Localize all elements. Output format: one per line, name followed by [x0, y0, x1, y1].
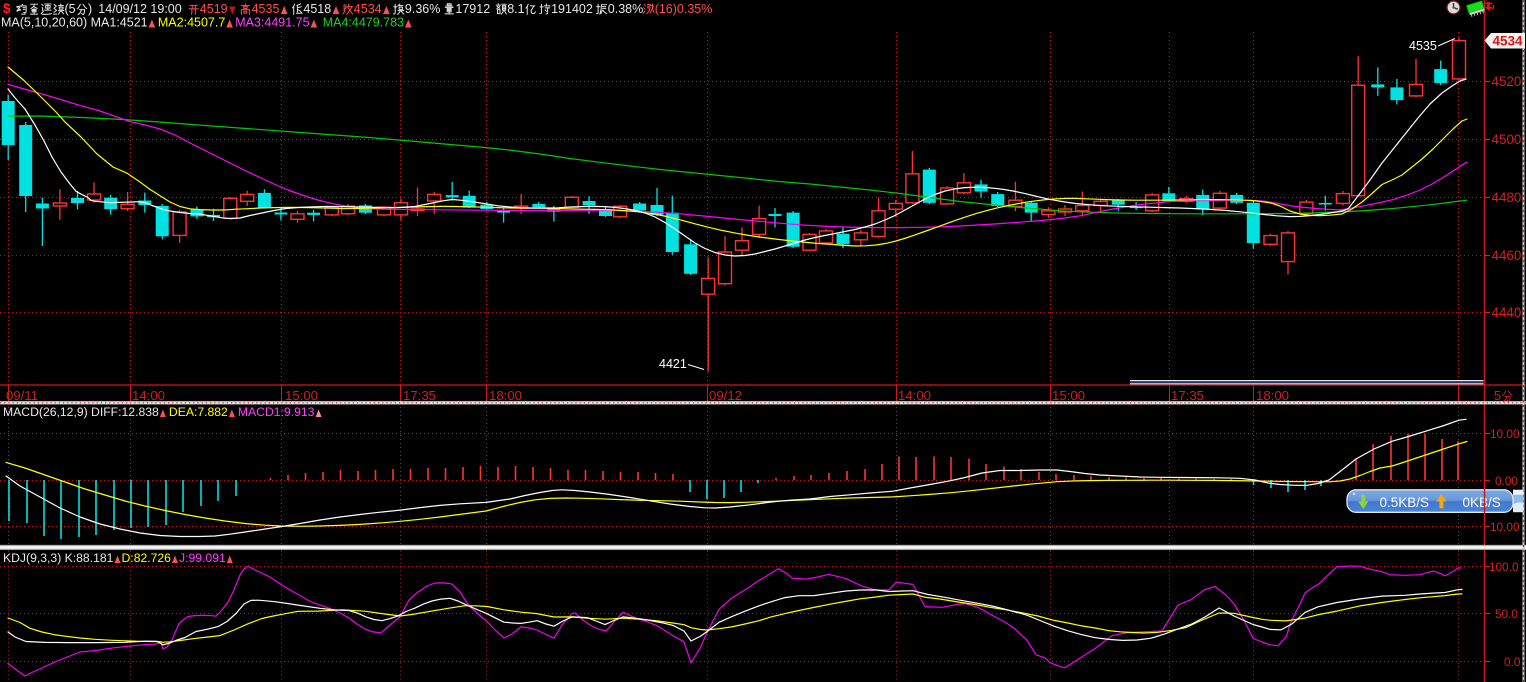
svg-text:0.00: 0.00 [1495, 474, 1518, 488]
svg-text:17:35: 17:35 [1171, 388, 1204, 403]
svg-text:MACD(26,12,9) DIFF:12.838: MACD(26,12,9) DIFF:12.838 [3, 405, 159, 419]
svg-text:14/09/12 19:00: 14/09/12 19:00 [98, 2, 181, 16]
svg-text:10.00: 10.00 [1490, 427, 1520, 441]
svg-text:100.0: 100.0 [1489, 560, 1519, 574]
svg-text:0KB/S: 0KB/S [1463, 495, 1501, 510]
svg-text:0.0: 0.0 [1504, 655, 1521, 669]
svg-text:4440: 4440 [1492, 305, 1522, 320]
svg-text:14:00: 14:00 [132, 388, 165, 403]
svg-text:191402: 191402 [551, 2, 593, 16]
svg-text:4500: 4500 [1492, 132, 1522, 147]
svg-text:09/12: 09/12 [709, 388, 742, 403]
svg-text:17912: 17912 [455, 2, 490, 16]
svg-text:14:00: 14:00 [898, 388, 931, 403]
svg-text:17:35: 17:35 [403, 388, 436, 403]
svg-text:J:99.091: J:99.091 [179, 551, 226, 565]
svg-text:18:00: 18:00 [489, 388, 522, 403]
svg-text:4460: 4460 [1492, 248, 1522, 263]
svg-text:5: 5 [1494, 389, 1501, 403]
svg-text:10.00: 10.00 [1490, 520, 1520, 534]
svg-text:15:00: 15:00 [1052, 388, 1085, 403]
svg-text:18:00: 18:00 [1256, 388, 1289, 403]
svg-text:0.38%: 0.38% [608, 2, 643, 16]
svg-text:$: $ [3, 1, 11, 16]
svg-text:4535: 4535 [1409, 39, 1437, 53]
svg-text:09/11: 09/11 [6, 388, 38, 403]
svg-text:4480: 4480 [1492, 190, 1522, 205]
svg-text:4535: 4535 [252, 2, 280, 16]
svg-text:MA3:4491.75: MA3:4491.75 [235, 16, 309, 30]
svg-text:4518: 4518 [303, 2, 331, 16]
svg-text:4520: 4520 [1492, 74, 1522, 89]
svg-text:(5: (5 [65, 2, 76, 16]
svg-text:15:00: 15:00 [285, 388, 318, 403]
svg-text:9.36%: 9.36% [405, 2, 440, 16]
svg-text:DEA:7.882: DEA:7.882 [169, 405, 228, 419]
svg-text:MA2:4507.7: MA2:4507.7 [158, 16, 225, 30]
svg-text:4534: 4534 [1493, 34, 1524, 49]
svg-text:4534: 4534 [354, 2, 382, 16]
svg-text:4421: 4421 [659, 357, 687, 371]
svg-text:8.1: 8.1 [507, 2, 524, 16]
svg-text:D:82.726: D:82.726 [122, 551, 172, 565]
svg-text:KDJ(9,3,3) K:88.181: KDJ(9,3,3) K:88.181 [3, 551, 114, 565]
svg-text:): ) [88, 2, 92, 16]
svg-text:(16)0.35%: (16)0.35% [655, 2, 713, 16]
svg-text:0.5KB/S: 0.5KB/S [1380, 495, 1430, 510]
svg-text:4519: 4519 [200, 2, 228, 16]
svg-text:MA(5,10,20,60) MA1:4521: MA(5,10,20,60) MA1:4521 [1, 16, 148, 30]
svg-text:MA4:4479.783: MA4:4479.783 [323, 16, 404, 30]
svg-text:50.0: 50.0 [1495, 607, 1518, 621]
svg-text:MACD1:9.913: MACD1:9.913 [238, 405, 315, 419]
